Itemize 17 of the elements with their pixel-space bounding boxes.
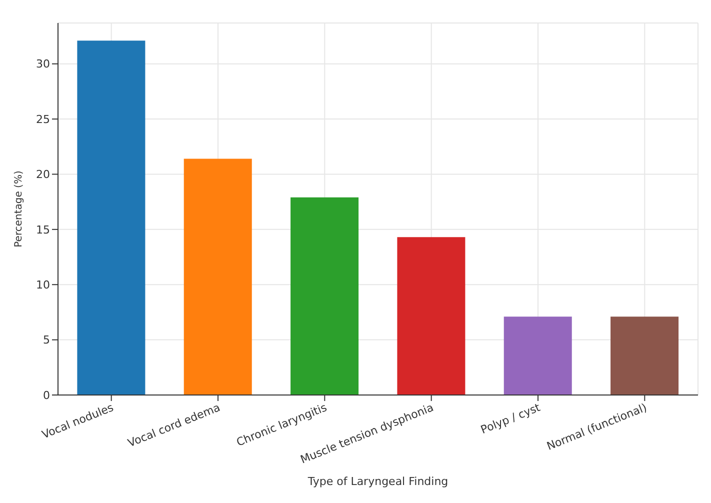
y-tick-label: 20 (36, 168, 50, 182)
y-tick-label: 15 (36, 223, 50, 236)
y-tick-label: 5 (43, 334, 50, 347)
y-tick-label: 30 (36, 58, 50, 71)
bar (290, 197, 359, 395)
y-tick-label: 0 (43, 388, 50, 402)
x-tick-label: Polyp / cyst (478, 400, 543, 437)
bar (610, 316, 679, 395)
bar (504, 316, 572, 395)
x-tick-label: Vocal cord edema (126, 400, 222, 450)
y-tick-label: 25 (36, 112, 50, 126)
bar (77, 40, 146, 395)
bar (397, 237, 466, 395)
x-axis-title: Type of Laryngeal Finding (306, 475, 448, 488)
y-axis-title: Percentage (%) (14, 170, 25, 248)
y-tick-label: 10 (36, 278, 50, 292)
bar (184, 158, 252, 395)
